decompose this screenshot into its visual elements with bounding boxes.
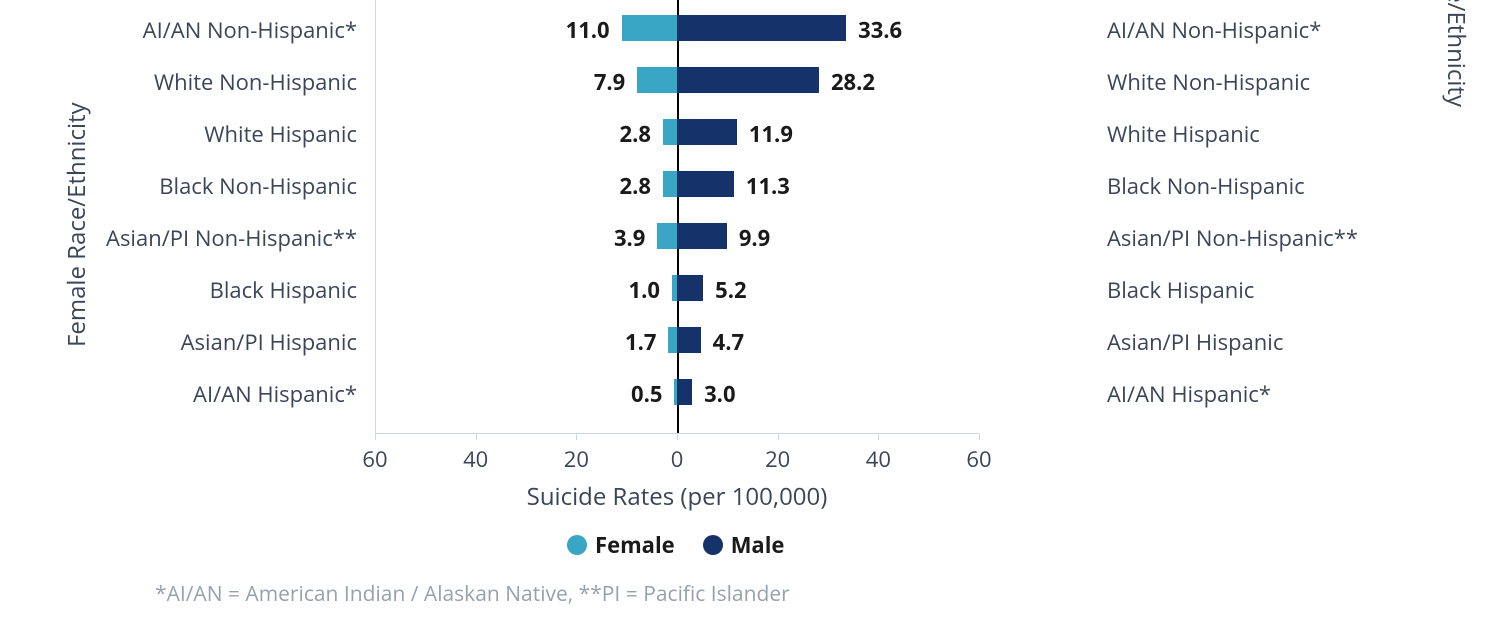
legend: Female Male: [567, 530, 784, 560]
x-axis-title: Suicide Rates (per 100,000): [527, 480, 828, 513]
center-axis-line: [677, 0, 679, 434]
category-label-right: Black Hispanic: [1107, 275, 1254, 305]
y-axis-title-right: Male Race/Ethnicity: [1440, 0, 1473, 107]
x-tick-mark: [476, 434, 477, 440]
value-label-male: 33.6: [858, 15, 902, 45]
value-label-male: 5.2: [715, 275, 746, 305]
value-label-male: 3.0: [704, 379, 735, 409]
bar-male: [677, 15, 846, 41]
x-tick-label: 40: [463, 444, 488, 474]
bar-male: [677, 171, 734, 197]
bar-male: [677, 379, 692, 405]
legend-dot-female: [567, 535, 587, 555]
value-label-female: 1.7: [625, 327, 656, 357]
x-tick-label: 60: [966, 444, 991, 474]
x-tick-label: 60: [362, 444, 387, 474]
footnote: *AI/AN = American Indian / Alaskan Nativ…: [155, 580, 790, 608]
bar-female: [637, 67, 677, 93]
bar-male: [677, 223, 727, 249]
value-label-male: 11.9: [749, 119, 793, 149]
bar-female: [663, 119, 677, 145]
x-tick-mark: [878, 434, 879, 440]
category-label-left: Asian/PI Non-Hispanic**: [106, 223, 357, 253]
y-axis-title-left: Female Race/Ethnicity: [60, 102, 93, 347]
bar-female: [663, 171, 677, 197]
value-label-female: 3.9: [614, 223, 645, 253]
category-label-left: Black Non-Hispanic: [159, 171, 357, 201]
bar-female: [622, 15, 677, 41]
plot-area: [375, 0, 979, 434]
category-label-left: Asian/PI Hispanic: [181, 327, 357, 357]
legend-item-female: Female: [567, 530, 675, 560]
x-tick-mark: [979, 434, 980, 440]
x-tick-mark: [778, 434, 779, 440]
legend-label-female: Female: [595, 530, 675, 560]
value-label-male: 28.2: [831, 67, 875, 97]
value-label-female: 0.5: [631, 379, 662, 409]
value-label-female: 2.8: [619, 119, 650, 149]
x-tick-label: 40: [866, 444, 891, 474]
bar-female: [668, 327, 677, 353]
category-label-right: AI/AN Hispanic*: [1107, 379, 1271, 409]
value-label-female: 11.0: [566, 15, 610, 45]
value-label-female: 2.8: [619, 171, 650, 201]
value-label-female: 7.9: [594, 67, 625, 97]
x-tick-mark: [576, 434, 577, 440]
x-tick-label: 20: [564, 444, 589, 474]
bar-male: [677, 119, 737, 145]
x-tick-mark: [677, 434, 678, 440]
chart-container: AI/AN Non-Hispanic* AI/AN Non-Hispanic* 11…: [0, 0, 1491, 626]
value-label-male: 11.3: [746, 171, 790, 201]
bar-male: [677, 67, 819, 93]
bar-female: [657, 223, 677, 249]
x-tick-label: 0: [671, 444, 684, 474]
value-label-female: 1.0: [629, 275, 660, 305]
category-label-right: AI/AN Non-Hispanic*: [1107, 15, 1321, 45]
category-label-right: Asian/PI Non-Hispanic**: [1107, 223, 1358, 253]
category-label-right: Asian/PI Hispanic: [1107, 327, 1283, 357]
x-tick-label: 20: [765, 444, 790, 474]
bar-male: [677, 327, 701, 353]
legend-item-male: Male: [703, 530, 785, 560]
legend-label-male: Male: [731, 530, 785, 560]
category-label-left: White Hispanic: [204, 119, 357, 149]
value-label-male: 9.9: [739, 223, 770, 253]
category-label-left: Black Hispanic: [210, 275, 357, 305]
legend-dot-male: [703, 535, 723, 555]
category-label-left: White Non-Hispanic: [154, 67, 357, 97]
category-label-left: AI/AN Hispanic*: [193, 379, 357, 409]
category-label-left: AI/AN Non-Hispanic*: [143, 15, 357, 45]
bar-male: [677, 275, 703, 301]
category-label-right: White Hispanic: [1107, 119, 1260, 149]
value-label-male: 4.7: [713, 327, 744, 357]
x-tick-mark: [375, 434, 376, 440]
category-label-right: White Non-Hispanic: [1107, 67, 1310, 97]
category-label-right: Black Non-Hispanic: [1107, 171, 1305, 201]
